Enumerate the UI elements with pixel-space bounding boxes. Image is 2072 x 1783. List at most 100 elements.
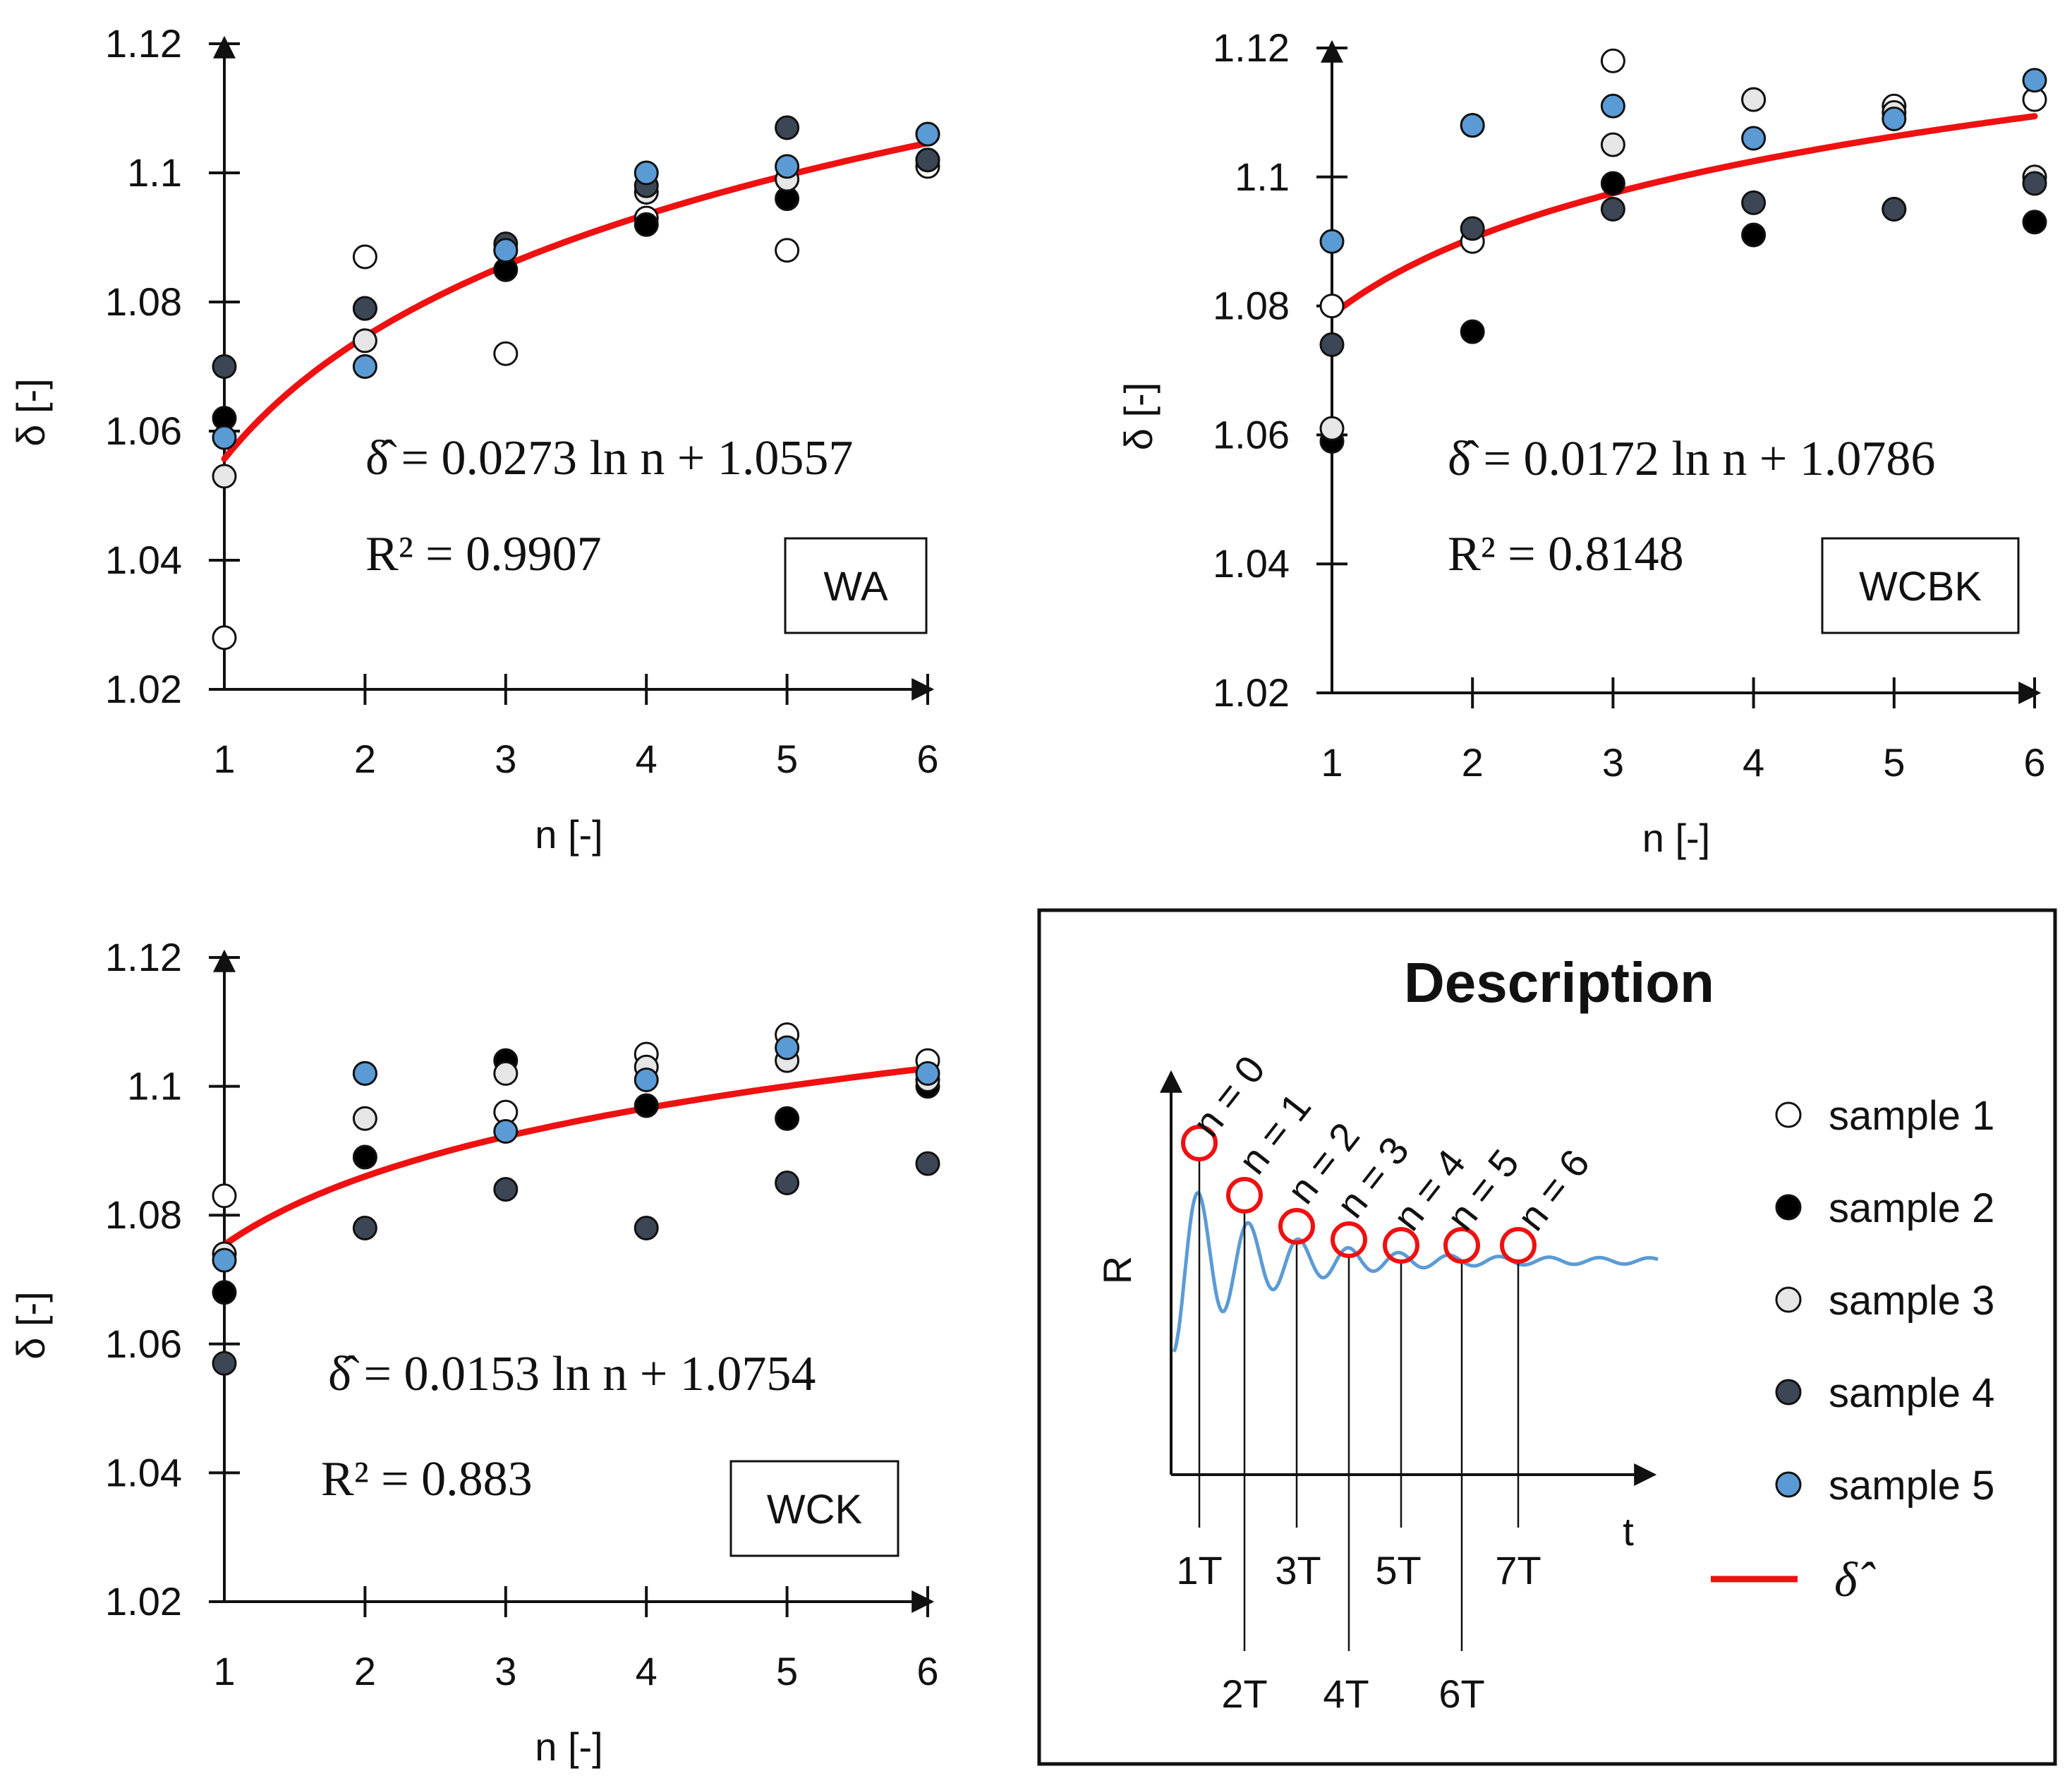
y-tick-label-wck: 1.02 <box>105 1579 182 1624</box>
fit-curve-wa <box>221 140 931 462</box>
x-tick-label-wcbk: 6 <box>2023 740 2045 785</box>
point-wck-sample-2 <box>352 1144 377 1170</box>
x-tick-label-wcbk: 3 <box>1602 740 1624 785</box>
peak-marker <box>1443 1227 1480 1264</box>
r-squared-wcbk: R² = 0.8148 <box>1448 527 1684 581</box>
y-tick-label-wck: 1.12 <box>105 935 182 979</box>
point-wcbk-sample-4 <box>1319 332 1345 357</box>
point-wa-sample-4 <box>352 296 377 321</box>
y-tick-label-wcbk: 1.1 <box>1235 155 1290 199</box>
x-tick-label-wcbk: 2 <box>1462 740 1484 785</box>
point-wck-sample-5 <box>352 1060 377 1086</box>
y-tick-label-wa: 1.08 <box>105 279 182 324</box>
chart-wck: 1.02 1.04 1.06 1.08 1.1 1.12 1 2 3 4 5 6 n [-] δ [-] δ… <box>8 935 940 1769</box>
x-tick-label-wcbk: 1 <box>1321 740 1343 785</box>
y-tick-label-wcbk: 1.12 <box>1213 25 1290 70</box>
y-tick-label-wck: 1.1 <box>127 1064 182 1108</box>
x-tick-label-wa: 6 <box>916 737 938 781</box>
y-tick-label-wcbk: 1.04 <box>1213 541 1290 586</box>
point-wcbk-sample-4 <box>1460 216 1485 241</box>
point-wck-sample-2 <box>775 1106 800 1131</box>
fit-equation-wa: δ̂ = 0.0273 ln n + 1.0557 <box>365 431 853 485</box>
x-tick-label-wa: 3 <box>495 737 516 781</box>
point-wck-sample-3 <box>352 1106 377 1131</box>
point-wcbk-sample-4 <box>1882 197 1907 222</box>
point-wck-sample-1 <box>212 1183 237 1209</box>
peak-markers <box>1181 1125 1537 1264</box>
peak-marker <box>1383 1227 1419 1264</box>
point-wa-sample-5 <box>915 121 940 147</box>
period-label-4t: 4T <box>1323 1672 1369 1716</box>
point-wa-sample-4 <box>775 115 800 140</box>
x-tick-label-wa: 4 <box>636 737 658 781</box>
point-wcbk-sample-5 <box>1600 93 1625 119</box>
point-wa-sample-5 <box>775 154 800 179</box>
legend-marker-sample-4 <box>1775 1379 1802 1406</box>
y-tick-label-wcbk: 1.08 <box>1213 284 1290 328</box>
point-wa-sample-1 <box>493 341 519 366</box>
point-wck-sample-5 <box>493 1119 519 1144</box>
point-wcbk-sample-4 <box>2022 171 2047 196</box>
point-wa-sample-2 <box>634 212 659 237</box>
point-wa-sample-3 <box>212 464 237 489</box>
period-label-3t: 3T <box>1275 1548 1321 1592</box>
point-wcbk-sample-1 <box>1319 294 1345 319</box>
point-wa-sample-3 <box>352 328 377 353</box>
period-label-1t: 1T <box>1176 1548 1222 1592</box>
panel-label-box-wcbk <box>1821 537 2020 634</box>
point-wcbk-sample-1 <box>1600 48 1625 73</box>
peak-marker <box>1226 1177 1263 1214</box>
y-axis-label-wck: δ [-] <box>8 1291 53 1360</box>
point-wck-sample-5 <box>634 1067 659 1092</box>
point-wck-sample-2 <box>212 1280 237 1305</box>
point-wa-sample-5 <box>634 160 659 186</box>
point-wck-sample-5 <box>212 1247 237 1273</box>
x-tick-label-wa: 5 <box>776 737 798 781</box>
x-tick-label-wck: 5 <box>776 1649 798 1693</box>
y-tick-label-wa: 1.06 <box>105 409 182 453</box>
point-wck-sample-4 <box>775 1171 800 1196</box>
x-tick-label-wck: 2 <box>354 1649 376 1693</box>
x-axis-label-wcbk: n [-] <box>1642 816 1710 860</box>
point-wcbk-sample-2 <box>1460 319 1485 344</box>
point-wcbk-sample-2 <box>2022 210 2047 235</box>
fit-equation-wcbk: δ̂ = 0.0172 ln n + 1.0786 <box>1448 432 1935 486</box>
point-wcbk-sample-2 <box>1600 171 1625 196</box>
panel-label-box-wa <box>784 537 928 634</box>
fit-equation-wck: δ̂ = 0.0153 ln n + 1.0754 <box>328 1347 816 1401</box>
legend-marker-sample-5 <box>1775 1471 1802 1498</box>
r-squared-wck: R² = 0.883 <box>321 1452 533 1506</box>
legend-marker-sample-2 <box>1775 1194 1802 1221</box>
point-wcbk-sample-5 <box>1319 229 1345 254</box>
x-tick-label-wa: 2 <box>354 737 376 781</box>
x-tick-label-wck: 1 <box>213 1649 235 1693</box>
x-tick-label-wck: 6 <box>916 1649 938 1693</box>
panel-label-wcbk: WCBK <box>1859 564 1982 610</box>
y-tick-label-wa: 1.04 <box>105 538 182 582</box>
point-wcbk-sample-3 <box>1600 132 1625 157</box>
x-tick-label-wcbk: 4 <box>1743 740 1764 785</box>
response-wave <box>1172 1190 1659 1353</box>
period-label-2t: 2T <box>1221 1672 1267 1716</box>
period-lines <box>1198 1159 1520 1651</box>
point-wa-sample-4 <box>212 354 237 379</box>
y-tick-label-wck: 1.06 <box>105 1322 182 1366</box>
point-wa-sample-4 <box>915 147 940 173</box>
description-title: Description <box>1404 951 1714 1014</box>
chart-wcbk: 1.02 1.04 1.06 1.08 1.1 1.12 1 2 3 4 5 6 n [-] δ [-] δ… <box>1116 25 2047 860</box>
point-wcbk-sample-4 <box>1741 190 1767 215</box>
panel-label-wa: WA <box>823 564 888 610</box>
point-wcbk-sample-5 <box>2022 68 2047 93</box>
panel-label-wck: WCK <box>767 1487 863 1533</box>
peak-marker <box>1500 1227 1537 1264</box>
point-wck-sample-4 <box>915 1151 940 1176</box>
peak-marker <box>1331 1221 1367 1258</box>
y-tick-label-wck: 1.04 <box>105 1450 182 1494</box>
legend-label-sample-1: sample 1 <box>1829 1093 1994 1139</box>
period-label-6t: 6T <box>1438 1672 1484 1716</box>
y-axis-label-wa: δ [-] <box>8 378 53 447</box>
chart-wa: 1.02 1.04 1.06 1.08 1.1 1.12 1 2 3 4 5 6 n [-] δ [-] δ… <box>8 21 940 857</box>
point-wck-sample-4 <box>493 1177 519 1202</box>
y-tick-label-wa: 1.1 <box>127 150 182 195</box>
